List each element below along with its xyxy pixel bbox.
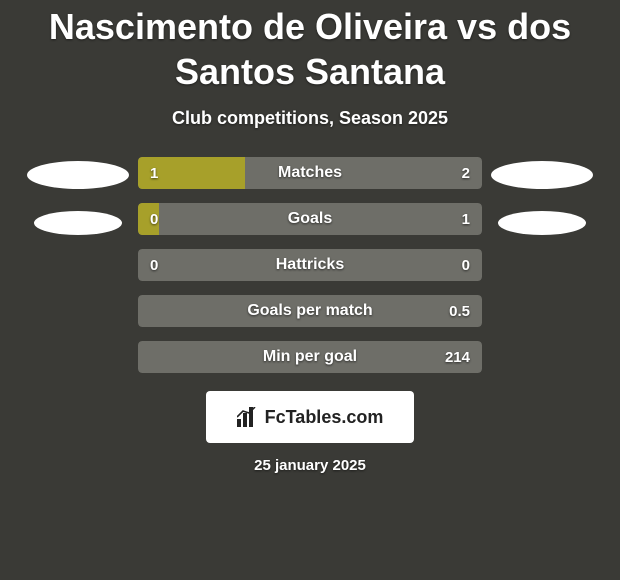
comparison-chart: 1Matches20Goals10Hattricks0Goals per mat… (0, 157, 620, 373)
stat-right-value: 214 (445, 341, 470, 373)
stat-label: Matches (138, 157, 482, 189)
stat-label: Hattricks (138, 249, 482, 281)
logo-text: FcTables.com (265, 407, 384, 428)
player-right-badge-2 (498, 211, 586, 235)
bar-chart-icon (237, 407, 259, 427)
page-title: Nascimento de Oliveira vs dos Santos San… (0, 4, 620, 94)
stat-right-value: 1 (462, 203, 470, 235)
stat-label: Goals per match (138, 295, 482, 327)
player-right-col (482, 157, 602, 235)
stat-bars: 1Matches20Goals10Hattricks0Goals per mat… (138, 157, 482, 373)
stat-bar: 0Hattricks0 (138, 249, 482, 281)
stat-bar: Goals per match0.5 (138, 295, 482, 327)
stat-bar: 0Goals1 (138, 203, 482, 235)
player-left-badge-2 (34, 211, 122, 235)
stat-label: Goals (138, 203, 482, 235)
subtitle: Club competitions, Season 2025 (172, 108, 448, 129)
fctables-logo: FcTables.com (206, 391, 414, 443)
stat-right-value: 2 (462, 157, 470, 189)
date-label: 25 january 2025 (254, 457, 366, 474)
stat-bar: Min per goal214 (138, 341, 482, 373)
stat-bar: 1Matches2 (138, 157, 482, 189)
player-right-badge-1 (491, 161, 593, 189)
player-left-col (18, 157, 138, 235)
stat-right-value: 0 (462, 249, 470, 281)
stat-right-value: 0.5 (449, 295, 470, 327)
player-left-badge-1 (27, 161, 129, 189)
stat-label: Min per goal (138, 341, 482, 373)
